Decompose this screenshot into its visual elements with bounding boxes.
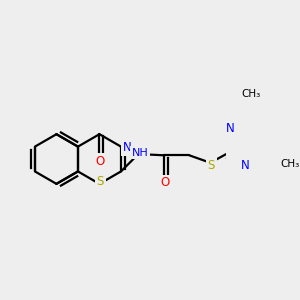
Text: NH: NH: [131, 148, 148, 158]
Text: S: S: [207, 158, 215, 172]
Text: CH₃: CH₃: [280, 159, 299, 169]
Text: O: O: [96, 155, 105, 168]
Text: O: O: [160, 176, 170, 189]
Text: N: N: [123, 141, 131, 154]
Text: CH₃: CH₃: [242, 89, 261, 99]
Text: N: N: [226, 122, 235, 134]
Text: S: S: [97, 175, 104, 188]
Text: N: N: [241, 159, 250, 172]
